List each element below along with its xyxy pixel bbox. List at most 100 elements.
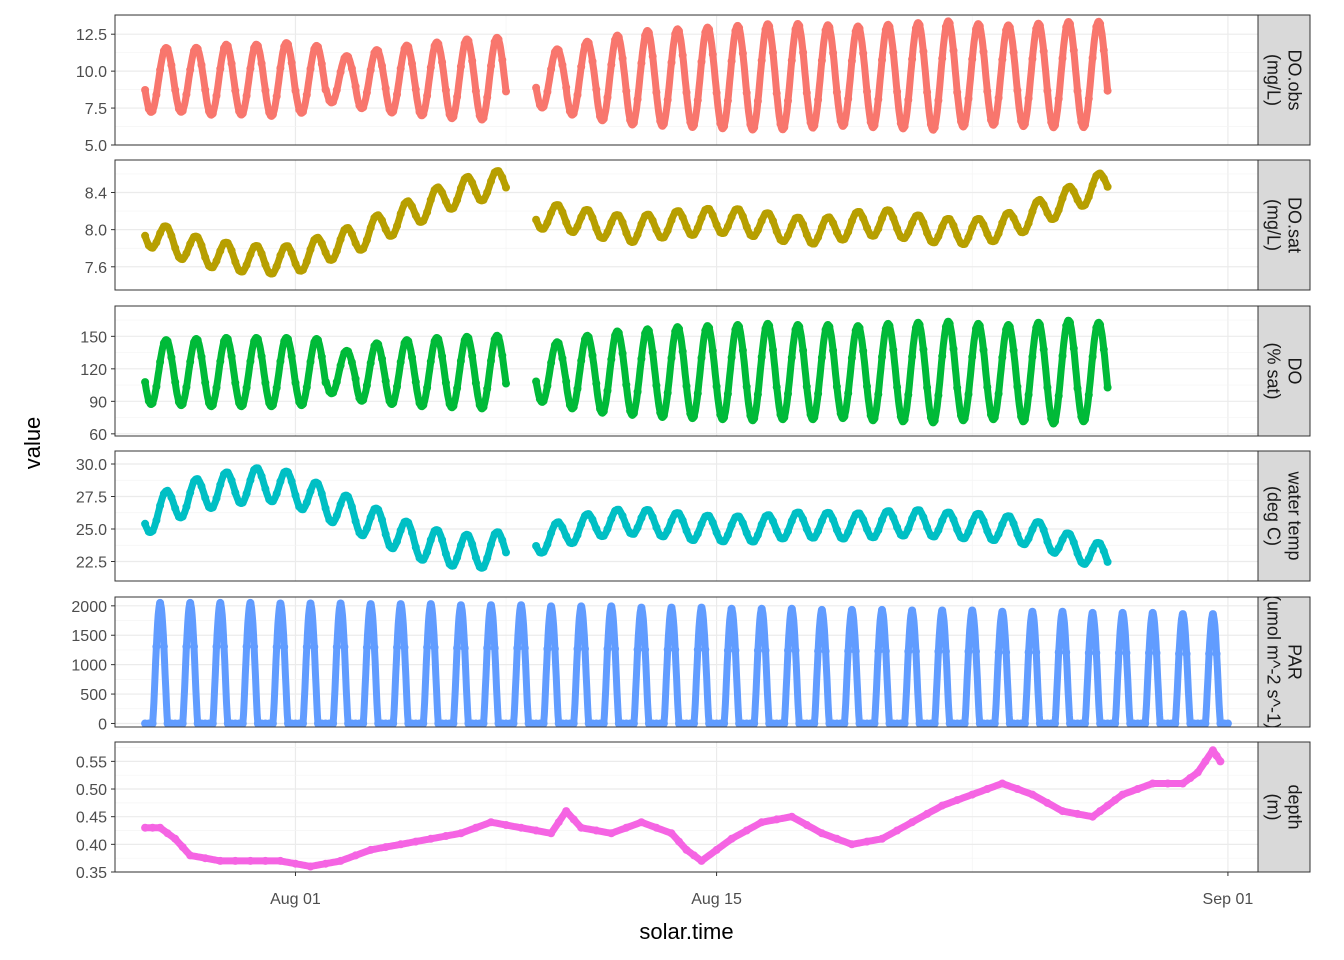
data-point	[456, 357, 465, 365]
data-point	[498, 351, 507, 360]
data-point	[663, 95, 672, 104]
panel-par: 0 500 1000 1500 2000 PAR(umol m^-2 s^-1)	[71, 596, 1311, 733]
data-point	[742, 88, 751, 97]
data-point	[329, 255, 338, 264]
data-point	[622, 229, 631, 237]
data-point	[1039, 200, 1048, 209]
data-point	[829, 515, 838, 524]
data-point	[272, 489, 281, 498]
data-point	[1111, 719, 1120, 727]
data-point	[212, 91, 221, 100]
y-tick-label: 1000	[71, 658, 107, 675]
data-point	[1084, 390, 1093, 399]
data-point	[261, 856, 270, 865]
data-point	[735, 322, 744, 331]
data-point	[814, 527, 823, 535]
data-point	[366, 223, 375, 232]
data-point	[156, 229, 165, 238]
y-tick-label: 150	[80, 329, 107, 346]
data-point	[171, 834, 180, 843]
data-point	[1118, 790, 1127, 799]
data-point	[359, 719, 368, 727]
y-tick-label: 12.5	[76, 27, 107, 44]
data-point	[802, 89, 811, 97]
data-point	[479, 403, 488, 412]
data-point	[317, 239, 326, 248]
data-point	[975, 321, 984, 330]
data-point	[678, 516, 687, 525]
data-point	[708, 211, 717, 220]
data-point	[314, 43, 322, 51]
data-point	[757, 216, 766, 225]
data-point	[998, 353, 1007, 362]
data-point	[983, 527, 992, 536]
data-point	[652, 88, 661, 97]
data-point	[802, 382, 811, 391]
data-point	[675, 27, 683, 36]
data-point	[156, 501, 165, 510]
data-point	[810, 719, 819, 727]
y-tick-label: 22.5	[76, 555, 107, 572]
data-point	[629, 719, 638, 727]
data-point	[663, 388, 672, 397]
data-point	[919, 47, 928, 56]
data-point	[321, 85, 330, 94]
data-point	[697, 57, 706, 66]
data-point	[735, 23, 744, 32]
data-point	[667, 516, 676, 525]
data-point	[874, 390, 883, 399]
data-point	[272, 92, 281, 101]
data-point	[441, 549, 450, 558]
data-point	[1043, 86, 1052, 95]
data-point	[543, 218, 552, 227]
data-point	[881, 647, 890, 656]
data-point	[772, 526, 781, 535]
data-point	[513, 644, 522, 653]
data-point	[141, 378, 150, 387]
data-point	[359, 244, 368, 253]
data-point	[599, 407, 608, 416]
data-point	[1039, 47, 1048, 56]
data-point	[366, 513, 375, 522]
data-point	[780, 123, 789, 132]
data-point	[159, 642, 168, 651]
data-point	[257, 352, 266, 361]
data-point	[904, 228, 913, 237]
data-point	[408, 202, 416, 211]
data-point	[186, 239, 195, 248]
data-point	[167, 231, 176, 240]
data-point	[693, 96, 702, 105]
data-point	[690, 719, 698, 727]
data-point	[945, 215, 954, 224]
data-point	[863, 382, 871, 391]
data-point	[1051, 121, 1059, 130]
data-point	[893, 826, 902, 835]
data-point	[814, 233, 823, 242]
data-point	[678, 347, 687, 356]
data-point	[389, 107, 398, 116]
data-point	[750, 719, 759, 727]
data-point	[359, 103, 368, 112]
data-point	[648, 216, 657, 225]
data-point	[302, 498, 311, 507]
data-point	[1084, 649, 1093, 657]
data-point	[675, 509, 683, 518]
data-point	[829, 219, 838, 228]
data-point	[1096, 539, 1105, 548]
y-tick-label: 8.0	[85, 223, 107, 240]
data-point	[990, 719, 999, 727]
data-point	[990, 536, 999, 544]
data-point	[502, 87, 510, 96]
data-point	[359, 531, 368, 540]
data-point	[393, 382, 401, 391]
data-point	[945, 508, 954, 517]
data-point	[874, 224, 883, 233]
data-point	[362, 643, 371, 652]
data-point	[847, 840, 856, 849]
data-point	[468, 56, 477, 65]
data-point	[238, 267, 247, 276]
data-point	[1002, 648, 1011, 657]
data-point	[291, 859, 300, 868]
data-point	[750, 414, 759, 423]
data-point	[671, 645, 680, 654]
